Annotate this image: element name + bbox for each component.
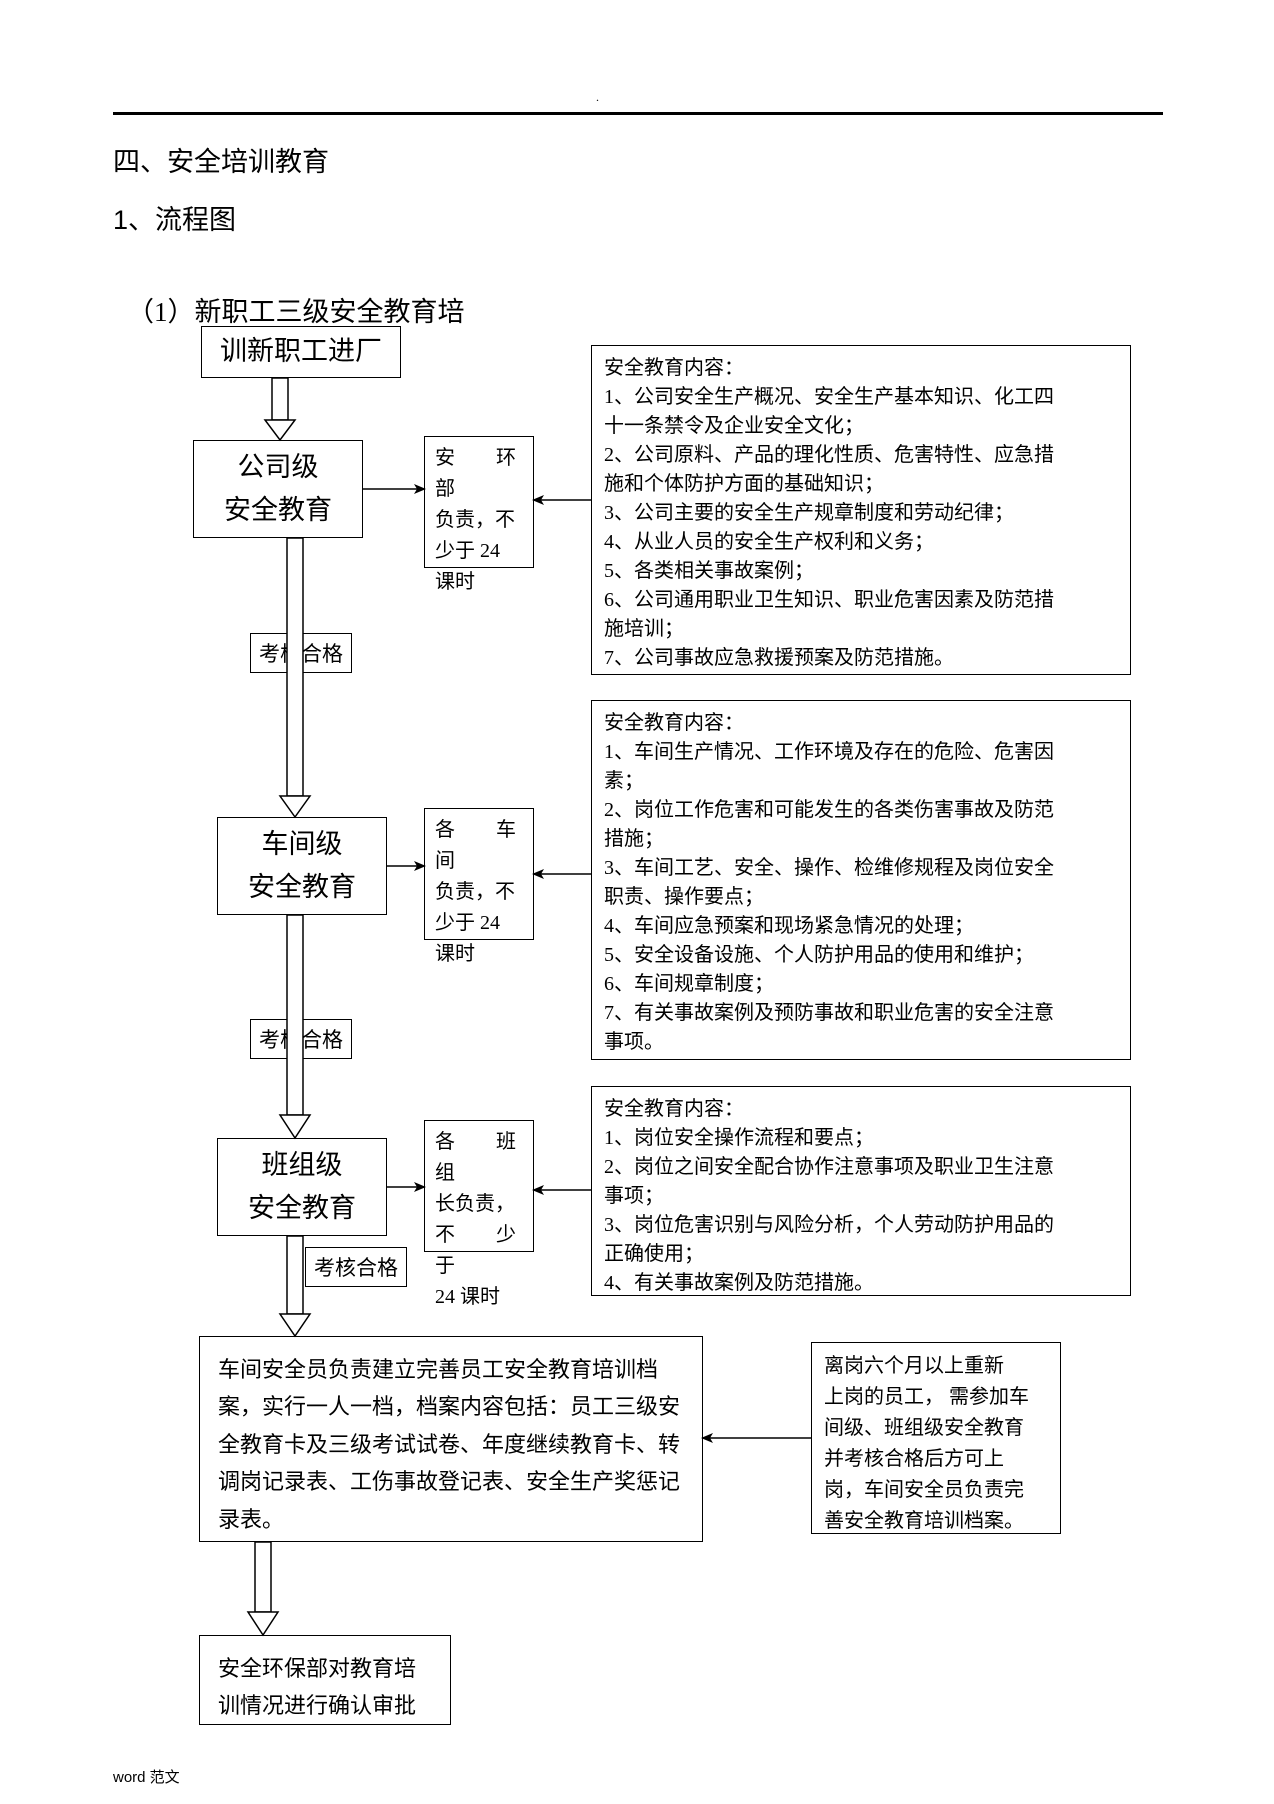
top-divider [113, 112, 1163, 115]
archive-box: 车间安全员负责建立完善员工安全教育培训档 案，实行一人一档，档案内容包括：员工三… [199, 1336, 703, 1542]
content-box-3: 安全教育内容： 1、岗位安全操作流程和要点； 2、岗位之间安全配合协作注意事项及… [591, 1086, 1131, 1296]
pass-label-2: 考核合格 [250, 1019, 352, 1059]
resp-box-2: 各 车 间 负责，不 少于 24 课时 [424, 808, 534, 940]
node-start: 训新职工进厂 [201, 326, 401, 378]
returnee-box: 离岗六个月以上重新 上岗的员工， 需参加车 间级、班组级安全教育 并考核合格后方… [811, 1342, 1061, 1534]
heading-sub1: 1、流程图 [113, 198, 236, 237]
resp-box-3: 各 班 组 长负责， 不 少 于 24 课时 [424, 1120, 534, 1252]
footer-text: word 范文 [113, 1766, 180, 1787]
heading-sub2: （1）新职工三级安全教育培 [127, 290, 465, 329]
node-level3: 班组级 安全教育 [217, 1138, 387, 1236]
pass-label-3: 考核合格 [305, 1247, 407, 1287]
content-box-2: 安全教育内容： 1、车间生产情况、工作环境及存在的危险、危害因 素； 2、岗位工… [591, 700, 1131, 1060]
content-box-1: 安全教育内容： 1、公司安全生产概况、安全生产基本知识、化工四 十一条禁令及企业… [591, 345, 1131, 675]
approve-box: 安全环保部对教育培 训情况进行确认审批 [199, 1635, 451, 1725]
top-dot: . [596, 90, 599, 105]
resp-box-1: 安 环 部 负责，不 少于 24 课时 [424, 436, 534, 568]
node-level2: 车间级 安全教育 [217, 817, 387, 915]
node-level1: 公司级 安全教育 [193, 440, 363, 538]
heading-section: 四、安全培训教育 [113, 140, 329, 179]
pass-label-1: 考核合格 [250, 633, 352, 673]
page: . 四、安全培训教育 1、流程图 （1）新职工三级安全教育培 训新职工进厂 公司… [0, 0, 1274, 1804]
